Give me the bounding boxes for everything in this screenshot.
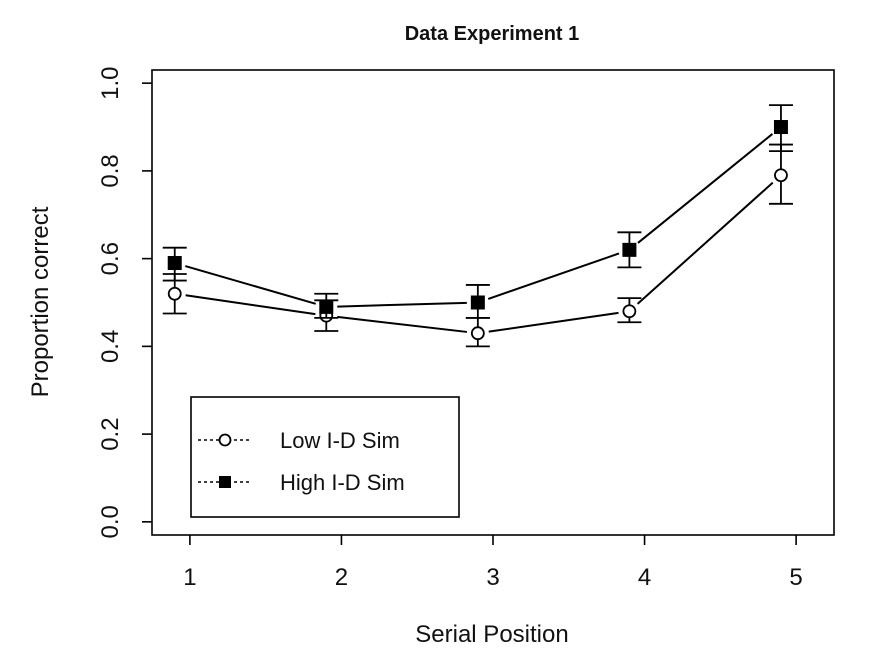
x-axis-label: Serial Position: [415, 621, 568, 648]
series-line-segment: [636, 181, 774, 305]
x-tick-label: 5: [789, 564, 802, 591]
legend-box: [190, 396, 460, 518]
y-tick-label: 0.2: [97, 417, 124, 450]
x-tick-label: 3: [486, 564, 499, 591]
legend-marker: [219, 476, 231, 488]
series-line-segment: [185, 265, 317, 305]
series-0: [162, 143, 793, 348]
y-tick-label: 0.6: [97, 242, 124, 275]
series-line-segment: [337, 301, 467, 308]
series-line-segment: [488, 311, 619, 333]
x-axis: 1 2 3 4 5: [183, 535, 803, 591]
x-tick-label: 4: [638, 564, 651, 591]
legend: Low I-D Sim High I-D Sim: [190, 396, 460, 518]
data-point: [773, 120, 788, 135]
legend-entry: High I-D Sim: [198, 470, 405, 495]
legend-marker: [218, 433, 232, 447]
series-1: [162, 104, 793, 319]
data-point: [470, 295, 485, 310]
y-axis-label: Proportion correct: [27, 206, 54, 397]
y-tick-label: 0.4: [97, 330, 124, 363]
y-axis: 0.0 0.2 0.4 0.6 0.8 1.0: [97, 66, 152, 539]
y-tick-label: 1.0: [97, 66, 124, 99]
x-tick-label: 1: [183, 564, 196, 591]
legend-label: Low I-D Sim: [280, 428, 400, 453]
data-point: [319, 299, 334, 314]
y-tick-label: 0.0: [97, 505, 124, 538]
data-point: [622, 242, 637, 257]
x-tick-label: 2: [335, 564, 348, 591]
legend-label: High I-D Sim: [280, 470, 405, 495]
data-point: [167, 256, 182, 271]
series-line-segment: [185, 294, 316, 316]
legend-entry: Low I-D Sim: [198, 428, 400, 453]
series-layer: [162, 104, 793, 348]
chart-title: Data Experiment 1: [405, 23, 580, 45]
data-point: [470, 326, 485, 341]
data-point: [622, 304, 637, 319]
data-point: [167, 286, 182, 301]
series-line-segment: [337, 315, 468, 333]
series-line-segment: [637, 133, 774, 244]
series-line-segment: [487, 252, 620, 300]
y-tick-label: 0.8: [97, 154, 124, 187]
data-point: [774, 168, 788, 183]
